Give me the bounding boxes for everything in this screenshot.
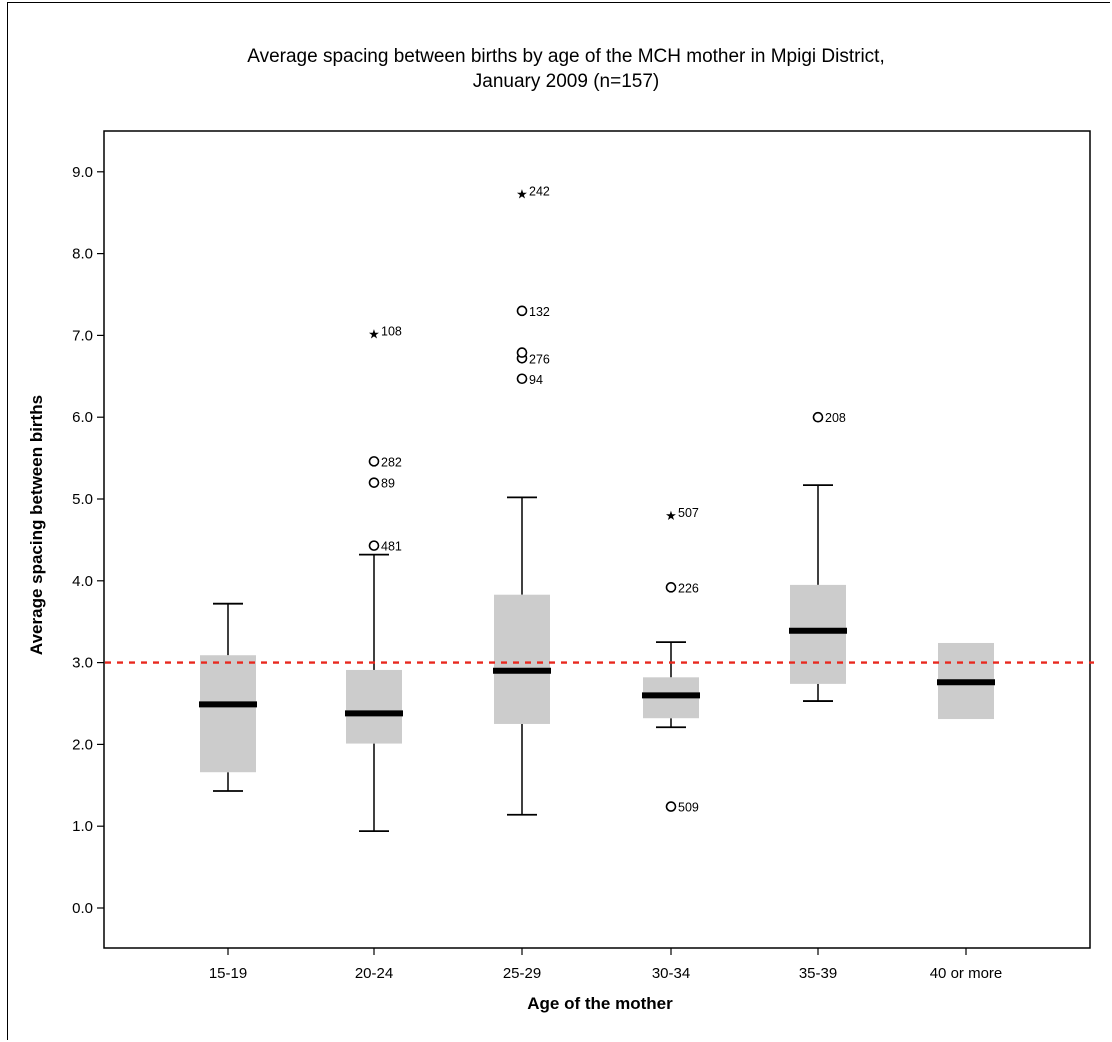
chart-title-line1: Average spacing between births by age of… <box>247 46 885 67</box>
outlier-label: 226 <box>678 581 699 595</box>
chart-title-line2: January 2009 (n=157) <box>472 71 660 92</box>
y-tick-label: 7.0 <box>72 327 93 344</box>
y-tick-label: 0.0 <box>72 900 93 917</box>
outlier-marker <box>516 305 528 317</box>
outlier-label: 94 <box>529 373 543 387</box>
outlier-marker <box>368 540 380 551</box>
y-tick-label: 4.0 <box>72 573 93 590</box>
x-tick-label: 25-29 <box>503 965 541 982</box>
outlier-label: 242 <box>529 185 550 199</box>
outlier-marker <box>665 582 677 593</box>
outlier-label: 509 <box>678 801 699 815</box>
x-tick-label: 40 or more <box>930 965 1003 982</box>
x-tick-label: 35-39 <box>799 965 837 982</box>
outlier-marker <box>812 411 824 423</box>
outlier-label: 108 <box>381 324 402 338</box>
outlier-label: 507 <box>678 506 699 520</box>
extreme-marker: ★ <box>665 508 677 523</box>
box-iqr <box>494 594 550 724</box>
outlier-marker <box>368 477 380 488</box>
box-iqr <box>346 669 402 744</box>
y-tick-label: 1.0 <box>72 818 93 835</box>
x-axis-label: Age of the mother <box>527 994 673 1013</box>
outlier-label: 282 <box>381 455 402 469</box>
box-iqr <box>200 655 256 773</box>
figure-frame <box>7 2 1110 1040</box>
outlier-label: 132 <box>529 305 550 319</box>
outlier-marker <box>516 373 528 385</box>
y-tick-label: 5.0 <box>72 491 93 508</box>
outlier-label: 276 <box>529 352 550 366</box>
x-tick-label: 30-34 <box>652 965 690 982</box>
outlier-marker <box>516 347 528 358</box>
outlier-label: 481 <box>381 540 402 554</box>
y-tick-label: 8.0 <box>72 246 93 263</box>
outlier-marker <box>368 456 380 467</box>
extreme-marker: ★ <box>516 187 528 202</box>
plot-frame <box>103 130 1091 949</box>
y-tick-label: 3.0 <box>72 655 93 672</box>
extreme-marker: ★ <box>368 326 380 341</box>
outlier-label: 208 <box>825 411 846 425</box>
outlier-marker <box>665 801 677 812</box>
outlier-label: 89 <box>381 477 395 491</box>
x-tick-label: 15-19 <box>209 965 247 982</box>
y-tick-label: 6.0 <box>72 409 93 426</box>
box-iqr <box>790 584 846 684</box>
x-tick-label: 20-24 <box>355 965 393 982</box>
y-tick-label: 9.0 <box>72 164 93 181</box>
y-tick-label: 2.0 <box>72 736 93 753</box>
y-axis-label: Average spacing between births <box>27 394 46 656</box>
